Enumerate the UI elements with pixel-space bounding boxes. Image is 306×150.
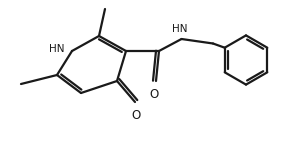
Text: HN: HN	[172, 24, 188, 34]
Text: O: O	[150, 88, 159, 101]
Text: HN: HN	[49, 44, 65, 54]
Text: O: O	[132, 109, 141, 122]
